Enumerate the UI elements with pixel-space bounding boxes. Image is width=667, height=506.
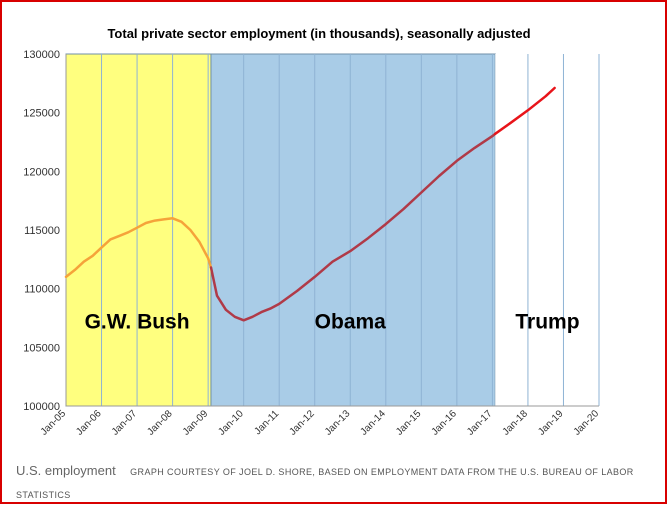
y-tick-label: 110000: [24, 284, 60, 296]
x-tick-label: Jan-13: [323, 408, 353, 438]
era-labels: G.W. Bush Obama Trump: [85, 310, 580, 333]
era-label-g-w-bush: G.W. Bush: [85, 310, 190, 333]
era-regions: [65, 53, 599, 407]
x-tick-label: Jan-16: [430, 408, 460, 438]
x-tick-label: Jan-12: [287, 408, 317, 438]
region-trump: [495, 54, 599, 406]
x-tick-label: Jan-10: [216, 408, 246, 438]
y-tick-label: 115000: [24, 225, 60, 237]
y-tick-label: 125000: [23, 108, 60, 120]
y-tick-label: 130000: [23, 49, 60, 61]
y-tick-label: 100000: [23, 401, 60, 413]
x-tick-label: Jan-20: [572, 408, 602, 438]
x-tick-label: Jan-08: [145, 408, 175, 438]
x-tick-label: Jan-09: [181, 408, 211, 438]
chart-title: Total private sector employment (in thou…: [107, 26, 530, 41]
y-tick-label: 105000: [23, 342, 60, 354]
x-tick-label: Jan-19: [536, 408, 566, 438]
series-line-g-w-bush: [64, 217, 213, 279]
x-tick-label: Jan-15: [394, 408, 424, 438]
region-g-w-bush: [65, 53, 212, 407]
x-tick-label: Jan-07: [110, 408, 140, 438]
caption-label: U.S. employment: [16, 463, 116, 478]
x-tick-label: Jan-17: [465, 408, 495, 438]
x-tick-label: Jan-18: [501, 408, 531, 438]
y-tick-label: 120000: [23, 166, 60, 178]
series-line-trump: [493, 86, 556, 136]
x-tick-label: Jan-06: [74, 408, 104, 438]
x-tick-label: Jan-14: [359, 408, 389, 438]
x-tick-label: Jan-11: [252, 408, 281, 437]
caption-credit: GRAPH COURTESY OF JOEL D. SHORE, BASED O…: [16, 467, 634, 500]
series-line-obama: [209, 132, 497, 322]
series-lines: [64, 86, 556, 322]
region-obama: [210, 53, 496, 407]
era-label-trump: Trump: [515, 310, 579, 333]
era-label-obama: Obama: [315, 310, 387, 333]
caption: U.S. employment GRAPH COURTESY OF JOEL D…: [16, 460, 656, 506]
